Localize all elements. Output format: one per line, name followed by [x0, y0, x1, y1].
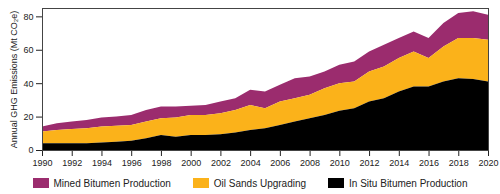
svg-text:2006: 2006 — [270, 158, 290, 168]
svg-text:20: 20 — [23, 112, 33, 122]
svg-text:80: 80 — [23, 12, 33, 22]
svg-text:40: 40 — [23, 79, 33, 89]
svg-text:Annual GHG Emissions (Mt CO₂e): Annual GHG Emissions (Mt CO₂e) — [9, 11, 19, 149]
svg-text:2018: 2018 — [449, 158, 469, 168]
html-text:Oil Sands Upgrading: Oil Sands Upgrading — [213, 177, 307, 189]
svg-text:0: 0 — [28, 145, 33, 155]
svg-text:2020: 2020 — [478, 158, 498, 168]
svg-text:1994: 1994 — [92, 158, 112, 168]
svg-text:1990: 1990 — [32, 158, 52, 168]
svg-text:2008: 2008 — [300, 158, 320, 168]
svg-text:1992: 1992 — [62, 158, 82, 168]
html-text:Mined Bitumen Production: Mined Bitumen Production — [53, 177, 171, 189]
svg-text:2012: 2012 — [360, 158, 380, 168]
svg-text:2014: 2014 — [389, 158, 409, 168]
svg-text:60: 60 — [23, 45, 33, 55]
svg-text:2004: 2004 — [241, 158, 261, 168]
svg-text:1996: 1996 — [122, 158, 142, 168]
svg-text:2000: 2000 — [181, 158, 201, 168]
svg-text:2002: 2002 — [211, 158, 231, 168]
svg-text:2010: 2010 — [330, 158, 350, 168]
svg-text:2016: 2016 — [419, 158, 439, 168]
svg-text:1998: 1998 — [151, 158, 171, 168]
html-text:In Situ Bitumen Production: In Situ Bitumen Production — [349, 177, 468, 189]
